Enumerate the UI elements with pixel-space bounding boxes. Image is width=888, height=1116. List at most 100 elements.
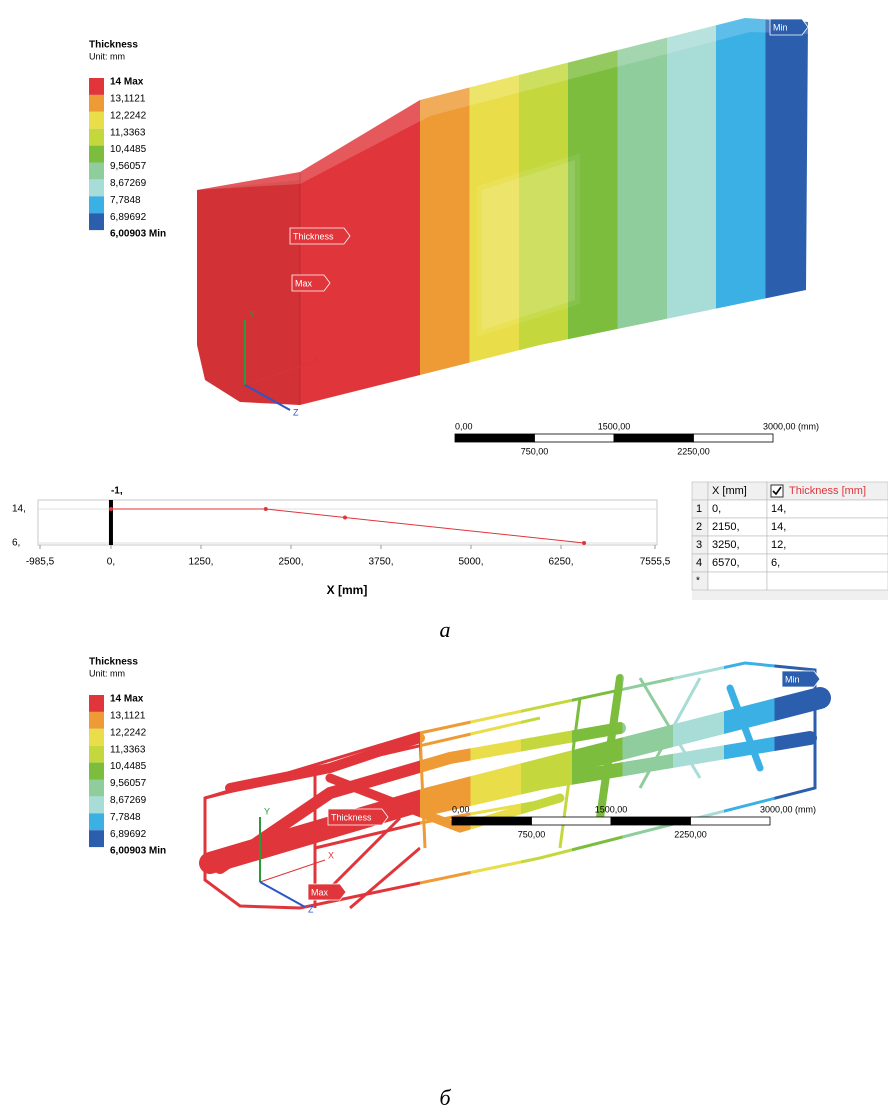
table-header: Thickness [mm] [789,485,866,497]
table-cell-text: 14, [771,503,786,515]
legend-label: 9,56057 [110,778,147,789]
legend-swatch [89,796,104,813]
legend-swatch [89,780,104,797]
probe-label: Min [785,674,800,684]
table-cell [692,482,708,500]
scale-segment [691,817,771,825]
probe-label: Max [295,278,313,288]
x-tick-label: 7555,5 [640,557,671,568]
legend-swatch [89,179,104,196]
data-point [343,516,347,520]
table-header: X [mm] [712,485,747,497]
table-cell-text: 1 [696,503,702,515]
triad-label: Y [264,806,270,816]
legend-swatch [89,813,104,830]
legend-label: 14 Max [110,694,144,705]
table-cell-text: 2150, [712,521,740,533]
legend-label: 12,2242 [110,110,147,121]
legend-swatch [89,112,104,129]
probe-label: Thickness [331,812,372,822]
x-tick-label: 0, [107,557,115,568]
legend-label: 11,3363 [110,744,146,755]
table-cell-text: 2 [696,521,702,533]
legend-label: 7,7848 [110,195,141,206]
legend-swatch [89,712,104,729]
legend-label: 10,4485 [110,144,147,155]
legend-swatch [89,196,104,213]
scale-segment [532,817,612,825]
legend-swatch [89,163,104,180]
legend-title: Thickness [89,657,138,668]
legend-unit: Unit: mm [89,668,125,678]
table-cell [692,572,708,590]
data-point [582,541,586,545]
table-cell-text: 0, [712,503,721,515]
table-cell-text: 3250, [712,539,740,551]
table-cell [767,554,888,572]
table-cell [708,572,767,590]
legend-swatch [89,129,104,146]
scale-label: 1500,00 [598,421,631,431]
table-cell [767,572,888,590]
table-cell-text: 14, [771,521,786,533]
marker-label: -1, [111,486,123,497]
scale-label: 2250,00 [674,829,707,839]
triad-label: Z [293,407,299,417]
scale-segment [694,434,774,442]
legend-swatch [89,78,104,95]
triad-label: Z [308,904,314,914]
table-cell-text: 6, [771,557,780,569]
x-axis-label: X [mm] [327,583,368,597]
legend-swatch [89,95,104,112]
x-tick-label: -985,5 [26,557,55,568]
legend-swatch [89,763,104,780]
y-tick-label: 14, [12,504,26,515]
x-tick-label: 1250, [188,557,213,568]
legend-label: 13,1121 [110,711,146,722]
legend-swatch [89,729,104,746]
legend-label: 12,2242 [110,727,147,738]
scale-label: 0,00 [455,421,473,431]
probe-label: Min [773,22,788,32]
legend-label: 8,67269 [110,178,147,189]
scale-segment [455,434,535,442]
scale-label: 3000,00 (mm) [763,421,819,431]
scale-label: 750,00 [518,829,546,839]
legend-label: 8,67269 [110,795,147,806]
data-point [109,507,113,511]
current-marker [109,500,113,545]
legend-label: 6,00903 Min [110,229,166,240]
figure: ThicknessUnit: mm14 Max13,112112,224211,… [0,0,888,1116]
scale-label: 3000,00 (mm) [760,804,816,814]
y-tick-label: 6, [12,538,20,549]
probe-label: Thickness [293,231,334,241]
table-cell-text: 3 [696,539,702,551]
scale-label: 2250,00 [677,446,710,456]
checkbox[interactable] [771,485,783,497]
scale-label: 0,00 [452,804,470,814]
table-cell-text: 6570, [712,557,740,569]
probe-label: Max [311,887,329,897]
legend-label: 7,7848 [110,812,141,823]
legend-swatch [89,830,104,847]
x-tick-label: 6250, [548,557,573,568]
legend-swatch [89,695,104,712]
scale-label: 1500,00 [595,804,628,814]
legend-label: 6,89692 [110,829,147,840]
table-cell-text: 4 [696,557,702,569]
legend-swatch [89,746,104,763]
opening [482,160,575,330]
scale-label: 750,00 [521,446,549,456]
legend-unit: Unit: mm [89,51,125,61]
legend-label: 14 Max [110,77,144,88]
scale-segment [535,434,615,442]
x-tick-label: 2500, [278,557,303,568]
triad-label: X [328,850,334,860]
table-new-row: * [696,576,700,587]
caption: а [440,617,451,642]
legend-label: 10,4485 [110,761,147,772]
legend-title: Thickness [89,40,138,51]
scale-segment [614,434,694,442]
caption: б [439,1085,451,1110]
plot-area [38,500,657,545]
